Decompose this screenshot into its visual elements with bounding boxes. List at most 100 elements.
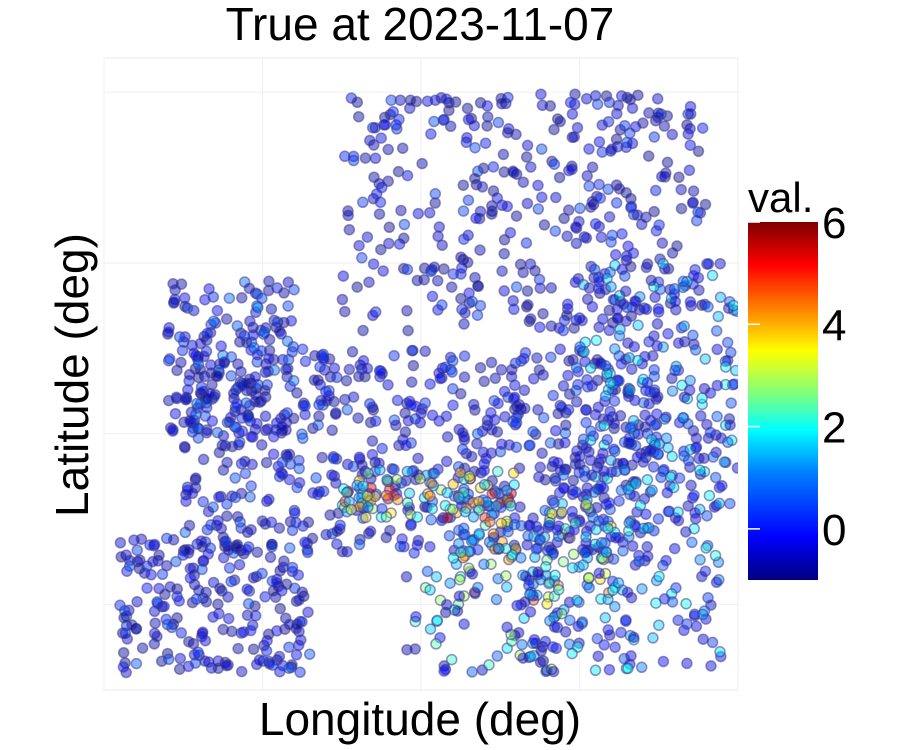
data-point [525,161,537,173]
data-point [336,293,349,306]
data-point [222,591,234,603]
data-point [453,573,466,586]
data-point [608,417,621,430]
data-point [431,275,444,287]
data-point [421,565,434,578]
data-point [331,525,343,537]
data-point [343,363,356,376]
data-point [538,219,551,231]
data-point [580,404,593,416]
data-point [231,538,244,551]
data-point [583,180,595,192]
data-point [375,243,387,256]
data-point [689,344,702,356]
data-point [474,205,487,218]
data-point [697,608,709,621]
data-point [591,632,604,645]
data-point [366,448,379,461]
data-point [188,347,200,359]
data-point [640,261,653,274]
data-point [666,596,679,608]
data-point [213,491,225,503]
data-point [264,551,277,564]
data-point [599,612,612,624]
data-point [363,276,375,288]
data-point [334,519,346,531]
data-point [539,635,552,648]
data-point [695,410,707,422]
data-point [640,303,653,316]
data-point [686,197,699,209]
data-point [605,454,617,466]
data-point [183,368,196,381]
data-point [360,511,372,524]
data-point [569,88,581,100]
data-point [458,350,471,362]
data-point [409,400,422,412]
data-point [440,93,453,105]
data-point [356,459,368,471]
data-point [560,419,572,431]
data-point [451,605,464,617]
data-point [649,291,661,304]
data-point [601,434,613,446]
data-point [195,535,207,547]
data-point [326,424,338,437]
data-point [450,558,463,571]
data-point [687,185,700,197]
data-point [613,495,625,507]
data-point [424,623,437,635]
data-point [591,98,604,110]
data-point [647,350,659,362]
data-point [532,568,544,581]
data-point [537,411,550,424]
data-point [347,391,360,403]
data-point [554,115,566,128]
data-point [649,184,662,197]
data-point [684,100,697,113]
data-point [507,467,520,479]
data-point [589,664,602,677]
data-point [505,500,517,512]
data-point [440,598,453,611]
data-point [563,388,576,400]
data-point [711,343,723,356]
data-point [259,410,272,423]
data-point [171,392,183,405]
data-point [351,96,364,109]
data-point [535,88,547,100]
colorbar [748,222,818,580]
data-point [555,607,568,620]
data-point [592,282,605,295]
data-point [447,383,459,395]
data-point [434,631,446,644]
data-point [605,466,618,478]
data-point [288,374,300,387]
data-point [519,347,532,359]
data-point [545,351,557,363]
data-point [220,535,232,548]
data-point [459,307,471,319]
data-point [574,450,586,463]
data-point [657,655,670,668]
data-point [131,544,143,556]
data-point [583,581,595,594]
data-point [566,562,579,574]
data-point [551,524,564,536]
data-point [581,482,594,494]
data-point [465,535,478,547]
data-point [382,379,394,391]
data-point [536,447,548,459]
data-point [170,555,182,568]
data-point [193,584,205,596]
data-point [385,94,397,106]
data-point [337,270,350,282]
data-point [313,410,325,423]
data-point [283,641,295,653]
data-point [721,336,734,349]
data-point [514,258,527,271]
data-point [117,646,130,659]
data-point [121,633,134,645]
data-point [588,263,601,276]
data-point [574,202,586,215]
